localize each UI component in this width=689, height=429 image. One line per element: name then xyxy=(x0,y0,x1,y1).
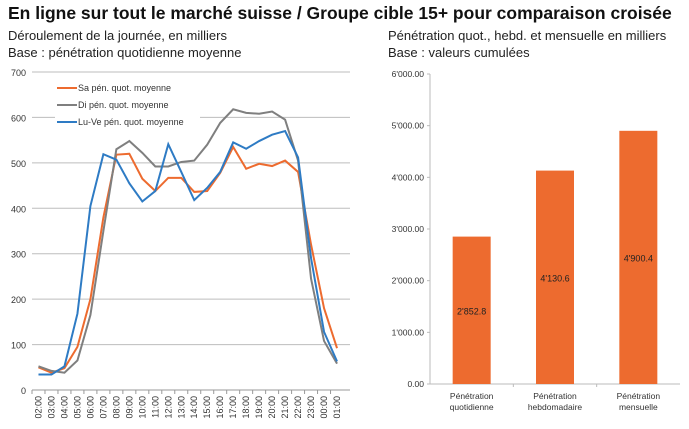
bar-ytick-label: 3'000.00 xyxy=(392,224,425,234)
line-xtick-label: 15:00 xyxy=(202,396,212,419)
line-xtick-label: 21:00 xyxy=(280,396,290,419)
line-xtick-label: 22:00 xyxy=(293,396,303,419)
bar-subtitle-1: Pénétration quot., hebd. et mensuelle en… xyxy=(388,28,667,43)
line-xtick-label: 12:00 xyxy=(163,396,173,419)
bar xyxy=(619,130,658,384)
legend-background xyxy=(55,77,200,135)
line-xtick-label: 06:00 xyxy=(85,396,95,419)
line-xtick-label: 14:00 xyxy=(189,396,199,419)
line-xtick-label: 09:00 xyxy=(124,396,134,419)
bar-category-label: Pénétration xyxy=(617,391,661,401)
line-xtick-label: 18:00 xyxy=(241,396,251,419)
legend-label: Di pén. quot. moyenne xyxy=(78,100,169,110)
bar-category-label: hebdomadaire xyxy=(528,402,583,412)
line-xtick-label: 02:00 xyxy=(33,396,43,419)
page-title: En ligne sur tout le marché suisse / Gro… xyxy=(8,3,672,23)
line-xtick-label: 04:00 xyxy=(59,396,69,419)
bar-data-label: 2'852.8 xyxy=(457,306,486,316)
line-ytick-label: 300 xyxy=(11,250,26,260)
bar xyxy=(452,236,491,384)
bar-ytick-label: 4'000.00 xyxy=(392,172,425,182)
line-xtick-label: 05:00 xyxy=(72,396,82,419)
bar xyxy=(536,170,574,384)
line-ytick-label: 600 xyxy=(11,113,26,123)
bar-ytick-label: 0.00 xyxy=(407,379,424,389)
bar-ytick-label: 2'000.00 xyxy=(392,276,425,286)
bar-chart-subtitle: Pénétration quot., hebd. et mensuelle en… xyxy=(388,27,666,61)
line-xtick-label: 10:00 xyxy=(137,396,147,419)
line-xtick-label: 20:00 xyxy=(267,396,277,419)
line-xtick-label: 00:00 xyxy=(319,396,329,419)
line-chart-subtitle: Déroulement de la journée, en milliers B… xyxy=(8,27,241,61)
legend-label: Sa pén. quot. moyenne xyxy=(78,83,171,93)
line-xtick-label: 01:00 xyxy=(332,396,342,419)
legend-label: Lu-Ve pén. quot. moyenne xyxy=(78,117,184,127)
line-ytick-label: 0 xyxy=(21,386,26,396)
bar-category-label: Pénétration xyxy=(450,391,494,401)
bar-category-label: Pénétration xyxy=(533,391,577,401)
line-ytick-label: 100 xyxy=(11,341,26,351)
line-xtick-label: 23:00 xyxy=(306,396,316,419)
bar-category-label: mensuelle xyxy=(619,402,658,412)
bar-category-label: quotidienne xyxy=(450,402,494,412)
bar-ytick-label: 6'000.00 xyxy=(392,69,425,79)
bar-ytick-label: 5'000.00 xyxy=(392,121,425,131)
line-xtick-label: 19:00 xyxy=(254,396,264,419)
line-subtitle-1: Déroulement de la journée, en milliers xyxy=(8,28,227,43)
line-xtick-label: 13:00 xyxy=(176,396,186,419)
bar-subtitle-2: Base : valeurs cumulées xyxy=(388,45,530,60)
line-xtick-label: 03:00 xyxy=(46,396,56,419)
line-ytick-label: 500 xyxy=(11,159,26,169)
line-ytick-label: 700 xyxy=(11,68,26,78)
bar-data-label: 4'900.4 xyxy=(624,253,653,263)
bar-data-label: 4'130.6 xyxy=(540,273,569,283)
line-xtick-label: 11:00 xyxy=(150,396,160,418)
line-ytick-label: 200 xyxy=(11,295,26,305)
line-xtick-label: 07:00 xyxy=(98,396,108,419)
line-series-2 xyxy=(38,129,338,376)
line-xtick-label: 08:00 xyxy=(111,396,121,419)
line-xtick-label: 16:00 xyxy=(215,396,225,419)
line-ytick-label: 400 xyxy=(11,204,26,214)
bar-ytick-label: 1'000.00 xyxy=(392,327,425,337)
line-subtitle-2: Base : pénétration quotidienne moyenne xyxy=(8,45,242,60)
line-series-1 xyxy=(38,108,338,374)
line-xtick-label: 17:00 xyxy=(228,396,238,419)
